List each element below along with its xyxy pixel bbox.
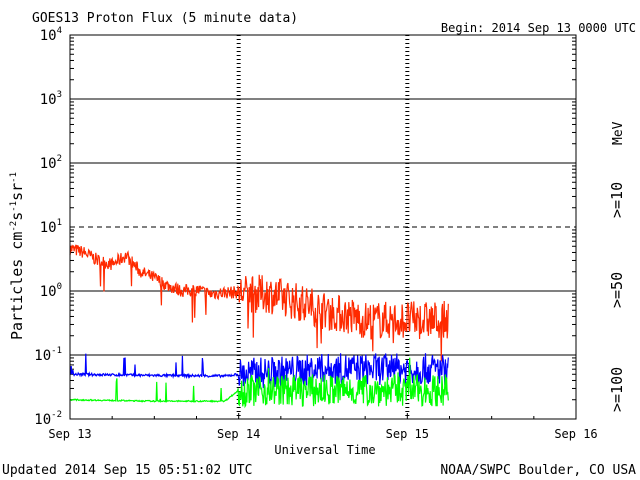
day-divider-marks: [69, 35, 577, 419]
series-line-0: [69, 244, 449, 362]
legend-entry: >=10: [608, 182, 626, 218]
x-axis-label: Universal Time: [274, 443, 375, 457]
x-tick-label: Sep 13: [48, 427, 91, 441]
legend-unit: MeV: [611, 121, 626, 145]
plot-frame: [69, 34, 577, 420]
y-tick-label: 104: [40, 26, 62, 44]
y-tick-label: 102: [40, 154, 62, 172]
legend-entry: >=100: [608, 367, 626, 412]
y-axis-label: Particles cm-2s-1sr-1: [8, 172, 26, 340]
y-tick-label: 10-2: [34, 410, 62, 428]
x-tick-label: Sep 15: [386, 427, 429, 441]
chart-title: GOES13 Proton Flux (5 minute data): [32, 11, 298, 26]
x-tick-labels: Sep 13 Sep 14 Sep 15 Sep 16: [48, 427, 597, 441]
y-tick-label: 101: [40, 218, 62, 236]
series-layer: [69, 244, 449, 409]
x-tick-label: Sep 16: [554, 427, 597, 441]
y-tick-labels: 10-2 10-1 100 101 102 103 104: [34, 26, 62, 428]
grid-lines: [70, 37, 576, 401]
y-tick-label: 103: [40, 90, 62, 108]
begin-label: Begin: 2014 Sep 13 0000 UTC: [441, 21, 636, 35]
updated-timestamp: Updated 2014 Sep 15 05:51:02 UTC: [2, 463, 252, 478]
series-line-2: [69, 357, 449, 409]
y-tick-label: 100: [40, 282, 62, 300]
y-tick-label: 10-1: [34, 346, 62, 364]
x-tick-label: Sep 14: [217, 427, 260, 441]
source-credit: NOAA/SWPC Boulder, CO USA: [440, 463, 636, 478]
legend: >=10 >=50 >=100 MeV: [608, 121, 626, 412]
legend-entry: >=50: [608, 272, 626, 308]
